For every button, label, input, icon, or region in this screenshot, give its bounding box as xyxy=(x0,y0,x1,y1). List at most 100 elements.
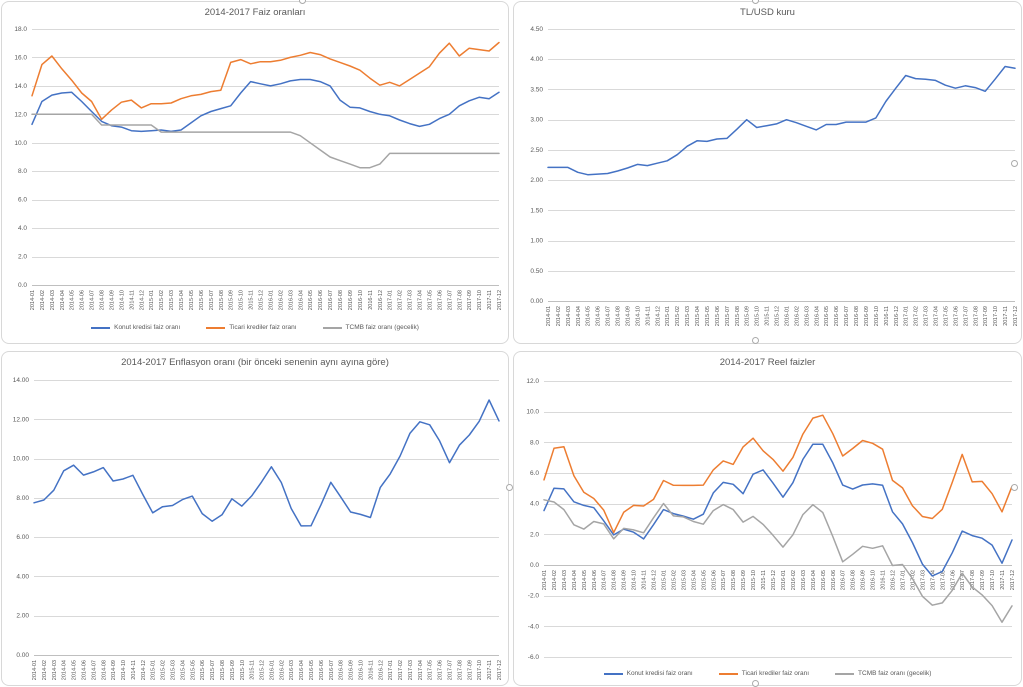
selection-handle[interactable] xyxy=(752,337,759,344)
svg-text:2015-11: 2015-11 xyxy=(249,290,255,310)
legend-line-icon xyxy=(718,672,738,675)
svg-text:1.50: 1.50 xyxy=(530,207,543,214)
svg-text:2017-01: 2017-01 xyxy=(904,306,910,326)
svg-text:2015-11: 2015-11 xyxy=(761,570,767,590)
svg-text:12.0: 12.0 xyxy=(526,378,539,385)
selection-handle[interactable] xyxy=(752,680,759,687)
svg-text:2016-10: 2016-10 xyxy=(871,570,877,590)
chart-title-tl-usd: TL/USD kuru xyxy=(740,7,795,18)
svg-text:2016-09: 2016-09 xyxy=(864,306,870,326)
legend-line-icon xyxy=(206,326,226,329)
svg-text:2014-07: 2014-07 xyxy=(90,290,96,310)
svg-text:2014-02: 2014-02 xyxy=(40,290,46,310)
svg-text:2017-06: 2017-06 xyxy=(950,570,956,590)
svg-text:-4.0: -4.0 xyxy=(528,623,540,630)
svg-text:2017-10: 2017-10 xyxy=(990,570,996,590)
svg-text:2016-02: 2016-02 xyxy=(794,306,800,326)
tl-usd-chart[interactable]: 0.00 0.50 1.00 1.50 2.00 2.50 3.00 3.50 4.00 4.50… xyxy=(514,2,1021,343)
svg-text:14.0: 14.0 xyxy=(14,83,27,90)
svg-text:16.0: 16.0 xyxy=(14,54,27,61)
svg-text:2014-10: 2014-10 xyxy=(119,290,125,310)
svg-text:4.00: 4.00 xyxy=(530,56,543,63)
svg-text:2017-12: 2017-12 xyxy=(1010,570,1016,590)
svg-text:2016-06: 2016-06 xyxy=(831,570,837,590)
svg-text:2017-10: 2017-10 xyxy=(477,290,483,310)
chart-panel-enflasyon[interactable]: 0.00 2.00 4.00 6.00 8.00 10.00 12.00 14.00 2014-… xyxy=(1,351,509,686)
svg-text:3.00: 3.00 xyxy=(530,117,543,124)
svg-text:2016-01: 2016-01 xyxy=(784,306,790,326)
svg-text:2014-12: 2014-12 xyxy=(652,570,658,590)
svg-text:3.50: 3.50 xyxy=(530,86,543,93)
svg-text:2017-11: 2017-11 xyxy=(487,660,493,680)
svg-text:2016-05: 2016-05 xyxy=(821,570,827,590)
svg-text:2016-02: 2016-02 xyxy=(791,570,797,590)
svg-text:2015-05: 2015-05 xyxy=(190,660,196,680)
chart-panel-tl-usd[interactable]: 0.00 0.50 1.00 1.50 2.00 2.50 3.00 3.50 4.00 4.50… xyxy=(513,1,1022,344)
svg-text:2015-07: 2015-07 xyxy=(721,570,727,590)
svg-text:2015-06: 2015-06 xyxy=(199,290,205,310)
enflasyon-chart[interactable]: 0.00 2.00 4.00 6.00 8.00 10.00 12.00 14.00 2014-… xyxy=(2,352,508,685)
reel-faizler-chart[interactable]: -6.0 -4.0 -2.0 0.0 2.0 4.0 6.0 8.0 10.0 12.0 2014-… xyxy=(514,352,1021,685)
svg-text:2015-03: 2015-03 xyxy=(685,306,691,326)
svg-text:2014-04: 2014-04 xyxy=(62,660,68,680)
svg-text:2015-11: 2015-11 xyxy=(765,306,771,326)
svg-text:2015-06: 2015-06 xyxy=(711,570,717,590)
svg-text:2015-09: 2015-09 xyxy=(229,290,235,310)
svg-text:2014-11: 2014-11 xyxy=(645,306,651,326)
svg-text:2014-09: 2014-09 xyxy=(625,306,631,326)
selection-handle[interactable] xyxy=(506,484,513,491)
svg-text:2017-06: 2017-06 xyxy=(437,290,443,310)
svg-text:2014-01: 2014-01 xyxy=(542,570,548,590)
svg-text:2.0: 2.0 xyxy=(18,254,27,261)
svg-text:2015-02: 2015-02 xyxy=(159,290,165,310)
svg-text:2015-07: 2015-07 xyxy=(725,306,731,326)
svg-text:0.0: 0.0 xyxy=(18,282,27,289)
svg-text:-6.0: -6.0 xyxy=(528,654,540,661)
svg-text:2015-02: 2015-02 xyxy=(671,570,677,590)
svg-text:2017-03: 2017-03 xyxy=(408,290,414,310)
svg-text:2017-05: 2017-05 xyxy=(943,306,949,326)
selection-handle[interactable] xyxy=(1011,160,1018,167)
svg-text:2017-08: 2017-08 xyxy=(970,570,976,590)
svg-text:2015-11: 2015-11 xyxy=(250,660,256,680)
svg-text:2016-12: 2016-12 xyxy=(378,290,384,310)
svg-text:6.00: 6.00 xyxy=(16,534,29,541)
svg-text:2014-06: 2014-06 xyxy=(596,306,602,326)
svg-text:12.0: 12.0 xyxy=(14,111,27,118)
svg-text:2016-11: 2016-11 xyxy=(884,306,890,326)
svg-text:2017-11: 2017-11 xyxy=(1003,306,1009,326)
svg-text:2014-04: 2014-04 xyxy=(576,306,582,326)
svg-text:2014-05: 2014-05 xyxy=(72,660,78,680)
svg-text:2016-10: 2016-10 xyxy=(358,660,364,680)
svg-text:8.0: 8.0 xyxy=(530,439,539,446)
svg-text:2016-05: 2016-05 xyxy=(309,660,315,680)
chart-panel-reel-faizler[interactable]: -6.0 -4.0 -2.0 0.0 2.0 4.0 6.0 8.0 10.0 12.0 2014-… xyxy=(513,351,1022,686)
svg-text:2014-07: 2014-07 xyxy=(606,306,612,326)
svg-text:2015-08: 2015-08 xyxy=(219,290,225,310)
svg-text:2017-03: 2017-03 xyxy=(408,660,414,680)
svg-text:2015-08: 2015-08 xyxy=(220,660,226,680)
faiz-oranlari-chart[interactable]: 0.0 2.0 4.0 6.0 8.0 10.0 12.0 14.0 16.0 18.0 2014-… xyxy=(2,2,508,343)
svg-text:4.50: 4.50 xyxy=(530,26,543,33)
svg-text:2017-11: 2017-11 xyxy=(487,290,493,310)
svg-text:2014-07: 2014-07 xyxy=(91,660,97,680)
svg-text:-2.0: -2.0 xyxy=(528,593,540,600)
svg-text:2014-03: 2014-03 xyxy=(562,570,568,590)
svg-text:2016-10: 2016-10 xyxy=(874,306,880,326)
svg-text:2016-08: 2016-08 xyxy=(851,570,857,590)
legend-label: TCMB faiz oranı (gecelik) xyxy=(345,324,419,331)
selection-handle[interactable] xyxy=(1011,484,1018,491)
svg-text:2017-01: 2017-01 xyxy=(900,570,906,590)
svg-text:2015-05: 2015-05 xyxy=(705,306,711,326)
svg-text:2015-03: 2015-03 xyxy=(681,570,687,590)
svg-text:2014-01: 2014-01 xyxy=(32,660,38,680)
svg-text:8.0: 8.0 xyxy=(18,168,27,175)
selection-handle[interactable] xyxy=(752,0,759,4)
svg-text:2016-07: 2016-07 xyxy=(329,660,335,680)
svg-text:2015-05: 2015-05 xyxy=(189,290,195,310)
svg-text:2015-10: 2015-10 xyxy=(751,570,757,590)
svg-text:2016-11: 2016-11 xyxy=(881,570,887,590)
legend-line-icon xyxy=(835,672,855,675)
chart-panel-faiz-oranlari[interactable]: 0.0 2.0 4.0 6.0 8.0 10.0 12.0 14.0 16.0 18.0 2014-… xyxy=(1,1,509,344)
selection-handle[interactable] xyxy=(299,0,306,4)
